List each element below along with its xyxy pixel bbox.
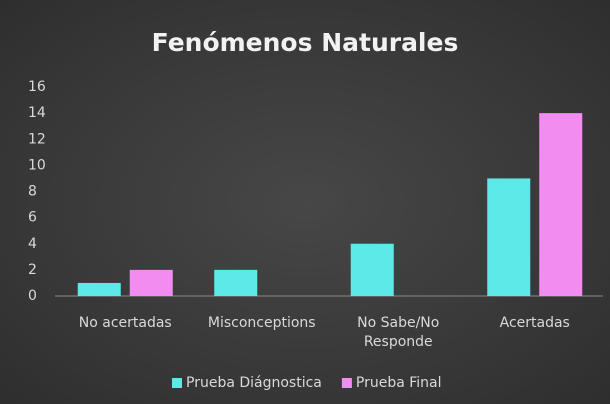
x-tick-label: Acertadas <box>499 315 570 331</box>
y-tick-label: 14 <box>28 105 46 121</box>
legend-label: Prueba Diágnostica <box>186 375 322 391</box>
y-tick-label: 12 <box>28 131 46 147</box>
y-tick-label: 4 <box>28 236 37 252</box>
x-tick-label: No Sabe/No Responde <box>357 315 440 350</box>
y-tick-label: 2 <box>28 262 37 278</box>
bar <box>350 243 394 296</box>
bar <box>77 282 121 296</box>
y-tick-label: 6 <box>28 210 37 226</box>
legend-swatch <box>341 378 352 388</box>
x-tick-label: No acertadas <box>78 315 172 331</box>
bar <box>214 269 258 296</box>
legend-label: Prueba Final <box>356 375 442 391</box>
legend-swatch <box>172 378 182 388</box>
bar <box>539 113 583 296</box>
y-tick-label: 10 <box>28 157 46 173</box>
x-tick-label: Misconceptions <box>207 315 316 331</box>
chart-title: Fenómenos Naturales <box>152 28 459 57</box>
bar <box>129 269 173 296</box>
y-tick-label: 8 <box>28 184 37 200</box>
y-tick-label: 0 <box>28 288 37 304</box>
y-tick-label: 16 <box>28 79 46 95</box>
bar <box>487 178 531 296</box>
